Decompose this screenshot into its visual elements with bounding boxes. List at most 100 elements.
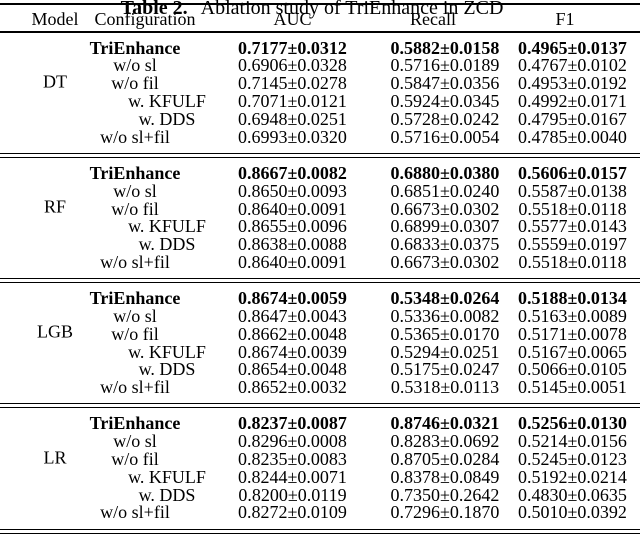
recall-value: 0.6673±0.0302 — [390, 198, 500, 219]
configuration-cell: w. DDS — [138, 108, 196, 129]
table-row: w/o sl 0.8650±0.0093 0.6851±0.0240 0.5587±0… — [0, 180, 640, 201]
table-row: w. KFULF 0.8674±0.0039 0.5294±0.0251 0.5167… — [0, 341, 640, 362]
configuration-cell: w/o fil — [111, 198, 159, 219]
f1-value: 0.5010±0.0392 — [518, 502, 627, 523]
table-row: w/o fil 0.8662±0.0048 0.5365±0.0170 0.5171±… — [0, 323, 640, 344]
auc-value: 0.8647±0.0043 — [238, 305, 347, 326]
table-bottom-rule — [0, 528, 640, 534]
auc-value: 0.7177±0.0312 — [238, 37, 347, 58]
configuration-cell: w/o sl+fil — [100, 126, 170, 147]
f1-value: 0.5559±0.0197 — [518, 234, 627, 255]
recall-value: 0.8378±0.0849 — [390, 466, 500, 487]
table-row: TriEnhance 0.8667±0.0082 0.6880±0.0380 0.56… — [0, 162, 640, 183]
configuration-cell: TriEnhance — [89, 288, 181, 309]
group-rows: TriEnhance 0.8237±0.0087 0.8746±0.0321 0.52… — [0, 415, 640, 522]
configuration-cell: w/o sl — [113, 305, 157, 326]
table-row: w/o sl 0.6906±0.0328 0.5716±0.0189 0.4767±0… — [0, 57, 640, 75]
recall-value: 0.5882±0.0158 — [390, 37, 500, 58]
recall-value: 0.8283±0.0692 — [390, 431, 500, 452]
auc-value: 0.8237±0.0087 — [238, 413, 347, 434]
f1-value: 0.5245±0.0123 — [518, 449, 627, 470]
f1-value: 0.5518±0.0118 — [518, 198, 627, 219]
table-row: w. KFULF 0.8244±0.0071 0.8378±0.0849 0.5192… — [0, 466, 640, 487]
group-rows: TriEnhance 0.8674±0.0059 0.5348±0.0264 0.51… — [0, 288, 640, 398]
recall-value: 0.5294±0.0251 — [390, 341, 500, 362]
auc-value: 0.8662±0.0048 — [238, 323, 347, 344]
f1-value: 0.5256±0.0130 — [518, 413, 627, 434]
configuration-cell: w. KFULF — [128, 341, 206, 362]
section-divider-rule — [0, 152, 640, 158]
table-row: w/o fil 0.8235±0.0083 0.8705±0.0284 0.5245±… — [0, 449, 640, 470]
recall-value: 0.5348±0.0264 — [390, 288, 500, 309]
f1-value: 0.5066±0.0105 — [518, 359, 627, 380]
auc-value: 0.8654±0.0048 — [238, 359, 347, 380]
model-group-dt: DT TriEnhance 0.7177±0.0312 0.5882±0.0158 0… — [0, 33, 640, 153]
recall-value: 0.7296±0.1870 — [390, 502, 500, 523]
auc-value: 0.8652±0.0032 — [238, 377, 347, 398]
f1-value: 0.5587±0.0138 — [518, 180, 627, 201]
auc-value: 0.8640±0.0091 — [238, 251, 347, 272]
recall-value: 0.8746±0.0321 — [390, 413, 500, 434]
f1-value: 0.5577±0.0143 — [518, 216, 627, 237]
column-header-recall: Recall — [410, 8, 456, 29]
f1-value: 0.5188±0.0134 — [518, 288, 627, 309]
f1-value: 0.4767±0.0102 — [518, 55, 627, 76]
model-label: LGB — [37, 321, 73, 342]
recall-value: 0.5847±0.0356 — [390, 73, 500, 94]
auc-value: 0.8674±0.0039 — [238, 341, 347, 362]
table-row: w/o sl+fil 0.6993±0.0320 0.5716±0.0054 0.47… — [0, 126, 640, 147]
configuration-cell: TriEnhance — [89, 413, 181, 434]
f1-value: 0.4992±0.0171 — [518, 91, 627, 112]
f1-value: 0.5167±0.0065 — [518, 341, 627, 362]
recall-value: 0.5716±0.0054 — [390, 126, 500, 147]
configuration-cell: w/o sl+fil — [100, 502, 170, 523]
column-header-f1: F1 — [555, 8, 575, 29]
section-divider-rule — [0, 403, 640, 409]
recall-value: 0.5924±0.0345 — [390, 91, 500, 112]
recall-value: 0.5728±0.0242 — [390, 108, 500, 129]
auc-value: 0.7145±0.0278 — [238, 73, 347, 94]
configuration-cell: w. DDS — [138, 359, 196, 380]
f1-value: 0.4830±0.0635 — [518, 484, 627, 505]
auc-value: 0.7071±0.0121 — [238, 91, 347, 112]
configuration-cell: w/o sl+fil — [100, 251, 170, 272]
f1-value: 0.5606±0.0157 — [518, 162, 627, 183]
auc-value: 0.8244±0.0071 — [238, 466, 347, 487]
configuration-cell: w. KFULF — [128, 216, 206, 237]
auc-value: 0.8640±0.0091 — [238, 198, 347, 219]
recall-value: 0.6880±0.0380 — [390, 162, 500, 183]
recall-value: 0.6673±0.0302 — [390, 251, 500, 272]
auc-value: 0.8650±0.0093 — [238, 180, 347, 201]
recall-value: 0.5716±0.0189 — [390, 55, 500, 76]
configuration-cell: w/o sl — [113, 180, 157, 201]
f1-value: 0.4785±0.0040 — [518, 126, 627, 147]
f1-value: 0.5518±0.0118 — [518, 251, 627, 272]
table-row: TriEnhance 0.8674±0.0059 0.5348±0.0264 0.51… — [0, 288, 640, 309]
configuration-cell: w. KFULF — [128, 466, 206, 487]
table-row: w/o sl+fil 0.8652±0.0032 0.5318±0.0113 0.51… — [0, 377, 640, 398]
f1-value: 0.5192±0.0214 — [518, 466, 627, 487]
recall-value: 0.6851±0.0240 — [390, 180, 500, 201]
model-label: DT — [43, 71, 67, 92]
configuration-cell: TriEnhance — [89, 162, 181, 183]
table-row: w/o sl+fil 0.8272±0.0109 0.7296±0.1870 0.50… — [0, 504, 640, 522]
table-row: w. KFULF 0.8655±0.0096 0.6899±0.0307 0.5577… — [0, 216, 640, 237]
table-row: w/o fil 0.7145±0.0278 0.5847±0.0356 0.4953±… — [0, 73, 640, 94]
table-row: w. DDS 0.6948±0.0251 0.5728±0.0242 0.4795±0… — [0, 108, 640, 129]
header-bottom-rule — [0, 30, 640, 33]
configuration-cell: w/o fil — [111, 323, 159, 344]
configuration-cell: TriEnhance — [89, 37, 181, 58]
auc-value: 0.8638±0.0088 — [238, 234, 347, 255]
table-header-row: Model Configuration AUC Recall F1 — [0, 5, 640, 31]
group-rows: TriEnhance 0.8667±0.0082 0.6880±0.0380 0.56… — [0, 162, 640, 272]
configuration-cell: w. KFULF — [128, 91, 206, 112]
table-row: TriEnhance 0.7177±0.0312 0.5882±0.0158 0.49… — [0, 37, 640, 58]
auc-value: 0.8272±0.0109 — [238, 502, 347, 523]
column-header-model: Model — [31, 8, 79, 29]
f1-value: 0.4795±0.0167 — [518, 108, 627, 129]
recall-value: 0.8705±0.0284 — [390, 449, 500, 470]
model-label: RF — [43, 196, 67, 217]
configuration-cell: w/o sl — [113, 55, 157, 76]
recall-value: 0.5175±0.0247 — [390, 359, 500, 380]
